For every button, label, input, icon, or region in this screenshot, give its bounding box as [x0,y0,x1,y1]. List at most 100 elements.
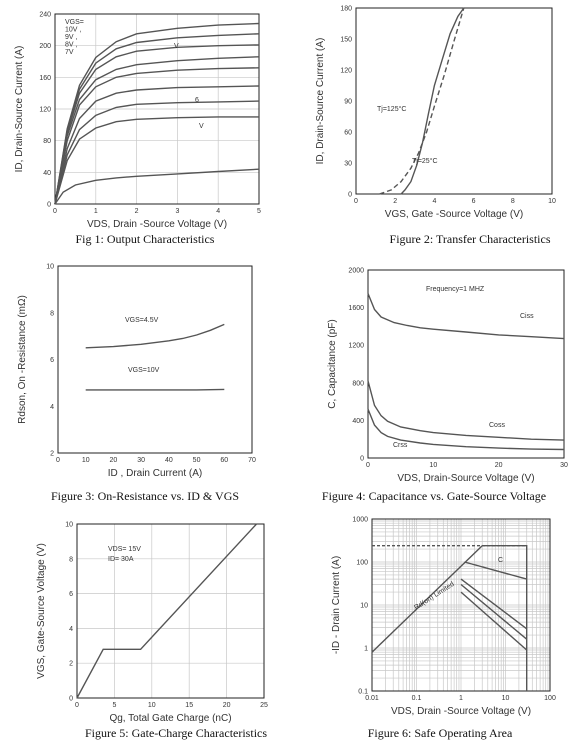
y-tick-label: 0 [360,456,364,463]
series-line [76,523,258,699]
x-tick-label: 0 [53,208,57,215]
x-tick-label: 10 [429,462,437,469]
y-tick-label: 30 [344,161,352,168]
x-tick-label: 2 [393,198,397,205]
series-line [54,44,260,205]
plot-frame [367,269,565,459]
y-tick-label: 0.1 [358,689,368,696]
x-tick-label: 0 [56,457,60,464]
y-tick-label: 90 [344,99,352,106]
series-line [54,168,260,205]
series-label: Tj=25°C [412,157,438,165]
y-tick-label: 0 [348,192,352,199]
x-tick-label: 10 [82,457,90,464]
y-tick-label: 400 [352,418,364,425]
y-axis-label: -ID - Drain Current (A) [331,556,342,654]
figure-caption: Figure 3: On-Resistance vs. ID & VGS [51,489,239,503]
series-line [379,7,465,195]
y-tick-label: 10 [46,264,54,271]
y-tick-label: 4 [69,626,73,633]
y-tick-label: 2 [69,661,73,668]
vgs-annotation: VGS= [65,19,84,26]
x-tick-label: 0 [354,198,358,205]
series-line [54,67,260,205]
y-tick-label: 60 [344,130,352,137]
y-tick-label: 0 [47,202,51,209]
y-tick-label: 1600 [348,305,364,312]
series-line [371,545,483,653]
x-tick-label: 50 [193,457,201,464]
x-tick-label: 20 [223,702,231,709]
x-tick-label: 60 [220,457,228,464]
x-tick-label: 6 [472,198,476,205]
chart-5: 0 5 10 15 20 25 0 2 4 6 8 10 Qg, Total Gate Charge (… [36,522,268,741]
vds-annotation: VDS= 15V [108,546,141,553]
series-label: VGS=4.5V [125,317,159,324]
figure-caption: Fig 1: Output Characteristics [76,232,215,246]
series-label: Ciss [520,313,534,320]
x-tick-label: 20 [495,462,503,469]
series-line [54,85,260,205]
x-tick-label: 3 [175,208,179,215]
y-axis-label: ID, Drain-Source Current (A) [14,46,25,173]
x-tick-label: 0 [75,702,79,709]
plot-frame [54,13,260,205]
x-tick-label: 4 [432,198,436,205]
id-annotation: ID= 30A [108,556,134,563]
y-tick-label: 0 [69,696,73,703]
y-tick-label: 4 [50,404,54,411]
y-axis-label: ID, Drain-Source Current (A) [315,38,326,165]
x-tick-label: 8 [511,198,515,205]
chart-2: 0 2 4 6 8 10 0 30 60 90 120 150 180 VGS, Gate -Source… [315,6,556,247]
y-tick-label: 40 [43,170,51,177]
x-tick-label: 20 [110,457,118,464]
y-tick-label: 80 [43,138,51,145]
y-tick-label: 240 [39,12,51,19]
series-line [460,591,528,651]
plot-frame [57,265,253,454]
x-tick-label: 4 [216,208,220,215]
y-tick-label: 8 [50,310,54,317]
x-axis-label: VGS, Gate -Source Voltage (V) [385,209,523,220]
y-tick-label: 1 [364,646,368,653]
y-tick-label: 6 [69,591,73,598]
y-tick-label: 2 [50,451,54,458]
x-axis-label: ID , Drain Current (A) [108,468,202,479]
series-line [460,583,528,640]
x-tick-label: 70 [248,457,256,464]
plot-frame [371,518,551,692]
series-label: VGS=10V [128,367,160,374]
x-tick-label: 1 [94,208,98,215]
y-tick-label: 120 [39,107,51,114]
y-tick-label: 200 [39,43,51,50]
y-tick-label: 2000 [348,268,364,275]
y-tick-label: 10 [65,522,73,529]
vgs-annotation: 10V , [65,27,81,34]
series-line [54,56,260,205]
y-tick-label: 120 [340,68,352,75]
series-label: Crss [393,442,408,449]
x-axis-label: VDS, Drain -Source Voltage (V) [391,706,531,717]
x-axis-label: VDS, Drain-Source Voltage (V) [397,473,534,484]
x-tick-label: 15 [185,702,193,709]
y-tick-label: 180 [340,6,352,13]
x-tick-label: 0.01 [365,695,379,702]
y-tick-label: 100 [356,560,368,567]
x-tick-label: 0.1 [412,695,422,702]
plot-frame [355,7,553,195]
series-label: V [199,123,204,130]
x-tick-label: 2 [135,208,139,215]
vgs-annotation: 8V , [65,42,78,49]
series-line [367,408,565,451]
x-tick-label: 30 [560,462,568,469]
y-tick-label: 800 [352,380,364,387]
series-label: 6 [195,97,199,104]
x-tick-label: 10 [148,702,156,709]
series-line [482,545,528,691]
x-tick-label: 5 [257,208,261,215]
x-tick-label: 1 [459,695,463,702]
series-label: Tj=125°C [377,105,406,113]
x-tick-label: 40 [165,457,173,464]
